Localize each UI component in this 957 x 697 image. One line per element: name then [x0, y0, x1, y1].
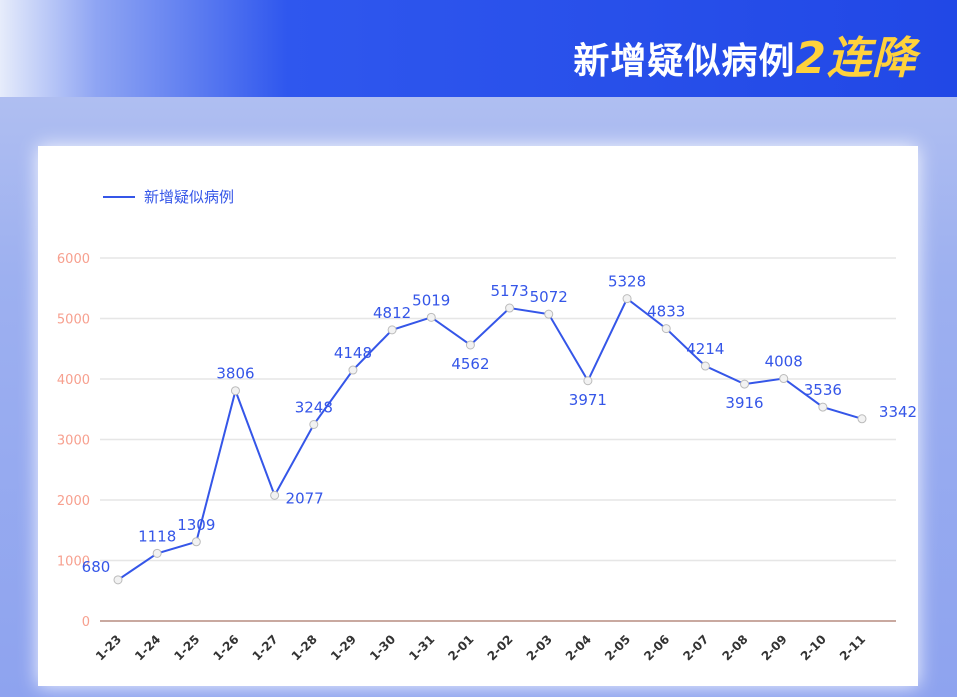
data-point: [740, 379, 750, 389]
y-tick-label: 1000: [57, 555, 90, 570]
y-tick-label: 6000: [57, 252, 90, 267]
data-point: [113, 575, 123, 585]
data-label: 5328: [608, 273, 646, 291]
data-label: 4148: [334, 344, 372, 362]
page-title: 新增疑似病例2连降: [573, 22, 917, 86]
data-label: 1309: [177, 516, 215, 534]
data-point: [348, 365, 358, 375]
y-tick-label: 3000: [57, 434, 90, 449]
data-point: [309, 419, 319, 429]
title-banner: 新增疑似病例2连降: [0, 0, 957, 97]
data-point: [622, 294, 632, 304]
x-tick-label: 2-09: [759, 632, 790, 663]
data-label: 2077: [286, 489, 324, 507]
data-point: [544, 309, 554, 319]
data-point: [700, 361, 710, 371]
data-label: 3806: [216, 365, 254, 383]
x-tick-label: 2-06: [641, 632, 672, 663]
title-main: 新增疑似病例: [573, 41, 796, 82]
data-label: 3342: [879, 403, 917, 421]
x-tick-label: 1-23: [93, 632, 124, 663]
x-tick-label: 1-27: [250, 632, 281, 663]
x-tick-label: 1-25: [171, 632, 202, 663]
data-label: 5173: [490, 282, 528, 300]
data-point: [465, 340, 475, 350]
data-point: [818, 402, 828, 412]
data-point: [661, 324, 671, 334]
data-point: [857, 414, 867, 424]
x-tick-label: 2-01: [445, 632, 476, 663]
data-label: 4562: [451, 355, 489, 373]
data-label: 3916: [725, 394, 763, 412]
data-label: 5072: [530, 288, 568, 306]
y-tick-label: 4000: [57, 373, 90, 388]
data-label: 680: [82, 558, 111, 576]
data-point: [191, 537, 201, 547]
data-point: [583, 376, 593, 386]
data-point: [230, 386, 240, 396]
data-point: [387, 325, 397, 335]
x-tick-label: 1-31: [406, 632, 437, 663]
series-line: [117, 297, 863, 581]
x-tick-label: 2-10: [798, 632, 829, 663]
data-label: 3248: [295, 398, 333, 416]
chart-card: [38, 146, 918, 686]
y-tick-label: 2000: [57, 494, 90, 509]
data-label: 3536: [804, 381, 842, 399]
data-point: [152, 548, 162, 558]
title-highlight: 2连降: [795, 33, 917, 84]
x-tick-label: 2-11: [837, 632, 868, 663]
data-label: 1118: [138, 527, 176, 545]
x-tick-label: 1-30: [367, 632, 398, 663]
x-tick-label: 2-05: [602, 632, 633, 663]
data-label: 4833: [647, 303, 685, 321]
x-tick-label: 1-24: [132, 632, 163, 663]
x-tick-label: 1-29: [328, 632, 359, 663]
x-tick-label: 2-04: [563, 632, 594, 663]
data-label: 5019: [412, 291, 450, 309]
x-tick-label: 2-03: [524, 632, 555, 663]
data-point: [270, 490, 280, 500]
data-point: [505, 303, 515, 313]
data-label: 4812: [373, 304, 411, 322]
y-tick-label: 5000: [57, 313, 90, 328]
data-label: 3971: [569, 391, 607, 409]
data-point: [426, 312, 436, 322]
data-label: 4008: [765, 353, 803, 371]
x-tick-label: 2-08: [720, 632, 751, 663]
x-tick-label: 2-02: [485, 632, 516, 663]
x-tick-label: 1-28: [289, 632, 320, 663]
data-label: 4214: [686, 340, 724, 358]
legend-label: 新增疑似病例: [144, 188, 234, 206]
x-tick-label: 1-26: [210, 632, 241, 663]
y-tick-label: 0: [82, 615, 90, 630]
x-tick-label: 2-07: [680, 632, 711, 663]
data-point: [779, 374, 789, 384]
